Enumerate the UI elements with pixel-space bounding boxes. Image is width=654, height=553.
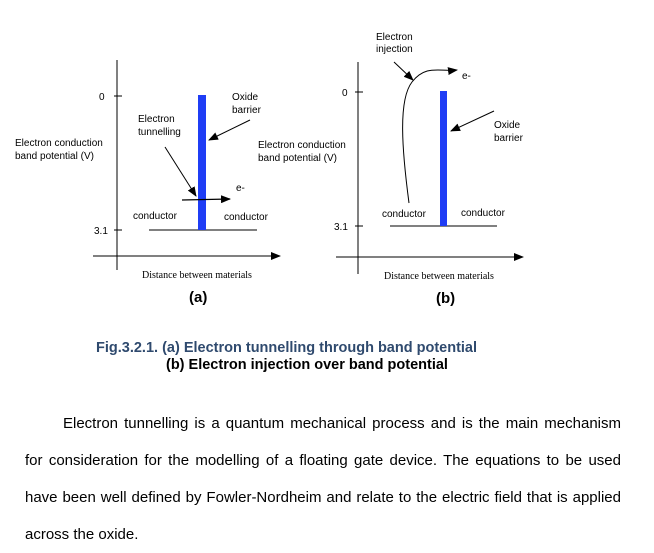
x-axis-label: Distance between materials <box>142 270 252 281</box>
figure-caption-line2: (b) Electron injection over band potenti… <box>166 357 448 373</box>
electron-injection-curve <box>402 67 458 204</box>
tunnelling-pointer-arrow <box>164 146 197 197</box>
injection-label-line2: injection <box>376 44 413 55</box>
oxide-barrier-bar <box>440 91 447 226</box>
figure-caption-line1: Fig.3.2.1. (a) Electron tunnelling throu… <box>96 340 478 356</box>
tunnelling-label-line1: Electron <box>138 114 175 125</box>
oxide-label-line2: barrier <box>232 105 262 116</box>
oxide-barrier-bar <box>198 95 206 230</box>
panel-a: 0 3.1 Electron conduction band potential… <box>15 60 281 306</box>
y-axis-label-line1: Electron conduction <box>15 138 103 149</box>
conductor-left-label: conductor <box>133 211 178 222</box>
body-paragraph: Electron tunnelling is a quantum mechani… <box>25 415 621 543</box>
oxide-label-line1: Oxide <box>232 92 259 103</box>
electron-label: e- <box>462 71 471 82</box>
panel-a-sublabel: (a) <box>189 289 207 306</box>
electron-path-arrow <box>181 195 231 204</box>
x-axis-label: Distance between materials <box>384 271 494 282</box>
oxide-label-line2: barrier <box>494 133 524 144</box>
injection-pointer-arrow <box>393 61 414 81</box>
oxide-pointer-arrow <box>450 110 495 132</box>
y-axis-label-line2: band potential (V) <box>15 151 94 162</box>
tick-label-3-1: 3.1 <box>334 222 348 233</box>
oxide-pointer-arrow <box>208 119 251 141</box>
tick-label-0: 0 <box>342 88 348 99</box>
oxide-label-line1: Oxide <box>494 120 521 131</box>
tick-label-3-1: 3.1 <box>94 226 108 237</box>
panel-b: 0 3.1 Electron conduction band potential… <box>258 32 524 307</box>
conductor-left-label: conductor <box>382 209 427 220</box>
injection-label-line1: Electron <box>376 32 413 43</box>
conductor-right-label: conductor <box>461 208 506 219</box>
y-axis-label-line1: Electron conduction <box>258 140 346 151</box>
y-axis-label-line2: band potential (V) <box>258 153 337 164</box>
tick-label-0: 0 <box>99 92 105 103</box>
conductor-right-label: conductor <box>224 212 269 223</box>
electron-label: e- <box>236 183 245 194</box>
tunnelling-label-line2: tunnelling <box>138 127 181 138</box>
panel-b-sublabel: (b) <box>436 290 455 307</box>
